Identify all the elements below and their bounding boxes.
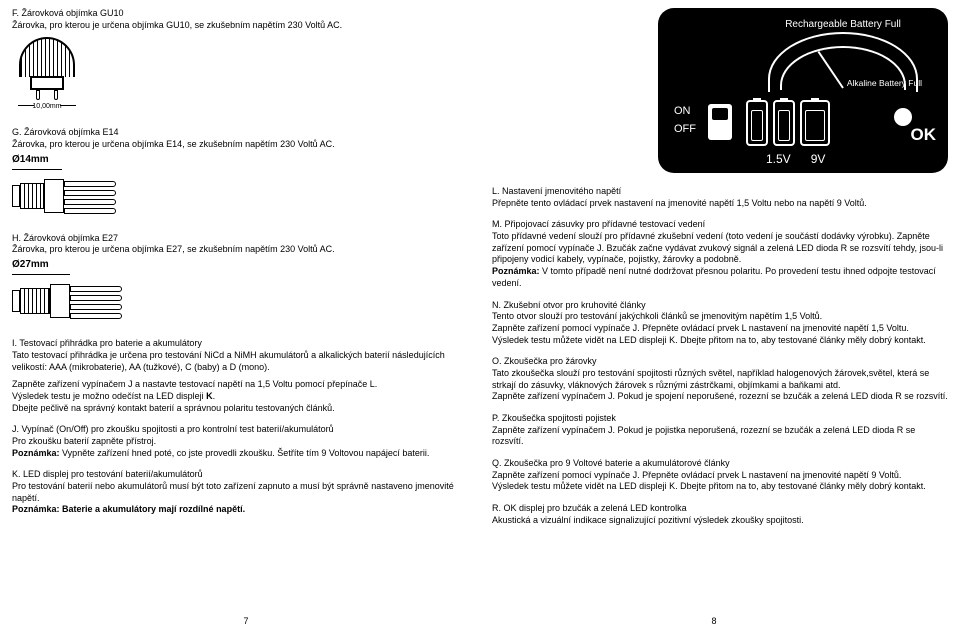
text-n-1: Tento otvor slouží pro testování jakýchk… <box>492 311 948 323</box>
text-r-1: Akustická a vizuální indikace signalizuj… <box>492 515 948 527</box>
section-p: P. Zkoušečka spojitosti pojistek Zapněte… <box>492 413 948 448</box>
section-k: K. LED displej pro testování baterií/aku… <box>12 469 468 516</box>
text-m-1: Toto přídavné vedení slouží pro přídavné… <box>492 231 948 266</box>
device-ok-label: OK <box>911 124 937 146</box>
battery-tester-device-diagram: Rechargeable Battery Full Alkaline Batte… <box>658 8 948 173</box>
gu10-bulb-diagram: 10,00mm <box>12 37 82 117</box>
e14-dimension: Ø14mm <box>12 153 468 166</box>
device-label-rechargeable: Rechargeable Battery Full <box>768 18 918 31</box>
heading-h: H. Žárovková objímka E27 <box>12 233 468 245</box>
section-l: L. Nastavení jmenovitého napětí Přepněte… <box>492 186 948 209</box>
text-o-2: Zapněte zařízení vypínačem J. Pokud je s… <box>492 391 948 403</box>
page-number-left: 7 <box>243 616 248 628</box>
text-j-note: Poznámka: Vypněte zařízení hned poté, co… <box>12 448 468 460</box>
page-7: F. Žárovková objímka GU10 Žárovka, pro k… <box>12 8 480 628</box>
section-h: H. Žárovková objímka E27 Žárovka, pro kt… <box>12 233 468 328</box>
text-q-2: Výsledek testu můžete vidět na LED displ… <box>492 481 948 493</box>
heading-p: P. Zkoušečka spojitosti pojistek <box>492 413 948 425</box>
page-number-right: 8 <box>711 616 716 628</box>
led-indicator-icon <box>894 108 912 126</box>
heading-n: N. Zkušební otvor pro kruhovité články <box>492 300 948 312</box>
text-k-note: Poznámka: Baterie a akumulátory mají roz… <box>12 504 468 516</box>
text-o-1: Tato zkoušečka slouží pro testování spoj… <box>492 368 948 391</box>
text-k-1: Pro testování baterií nebo akumulátorů m… <box>12 481 468 504</box>
power-switch-icon <box>708 104 732 140</box>
section-o: O. Zkoušečka pro žárovky Tato zkoušečka … <box>492 356 948 403</box>
text-m-note: Poznámka: V tomto případě není nutné dod… <box>492 266 948 289</box>
heading-r: R. OK displej pro bzučák a zelená LED ko… <box>492 503 948 515</box>
section-j: J. Vypínač (On/Off) pro zkoušku spojitos… <box>12 424 468 459</box>
text-i-3: Výsledek testu je možno odečíst na LED d… <box>12 391 468 403</box>
text-f: Žárovka, pro kterou je určena objímka GU… <box>12 20 468 32</box>
on-off-labels: ON OFF <box>674 100 696 141</box>
section-g: G. Žárovková objímka E14 Žárovka, pro kt… <box>12 127 468 222</box>
text-n-2: Zapněte zařízení pomocí vypínače J. Přep… <box>492 323 948 335</box>
heading-f: F. Žárovková objímka GU10 <box>12 8 468 20</box>
voltage-labels: 1.5V 9V <box>766 152 825 168</box>
text-i-4: Dbejte pečlivě na správný kontakt bateri… <box>12 403 468 415</box>
text-n-3: Výsledek testu můžete vidět na LED displ… <box>492 335 948 347</box>
heading-k: K. LED displej pro testování baterií/aku… <box>12 469 468 481</box>
text-g: Žárovka, pro kterou je určena objímka E1… <box>12 139 468 151</box>
text-j-1: Pro zkoušku baterií zapněte přístroj. <box>12 436 468 448</box>
heading-o: O. Zkoušečka pro žárovky <box>492 356 948 368</box>
text-l: Přepněte tento ovládací prvek nastavení … <box>492 198 948 210</box>
heading-i: I. Testovací přihrádka pro baterie a aku… <box>12 338 468 350</box>
heading-q: Q. Zkoušečka pro 9 Voltové baterie a aku… <box>492 458 948 470</box>
e14-bulb-diagram <box>12 169 122 223</box>
battery-bay-icon <box>746 100 830 146</box>
text-q-1: Zapněte zařízení pomocí vypínače J. Přep… <box>492 470 948 482</box>
section-i: I. Testovací přihrádka pro baterie a aku… <box>12 338 468 414</box>
text-i-1: Tato testovací přihrádka je určena pro t… <box>12 350 468 373</box>
e27-bulb-diagram <box>12 274 122 328</box>
heading-g: G. Žárovková objímka E14 <box>12 127 468 139</box>
heading-j: J. Vypínač (On/Off) pro zkoušku spojitos… <box>12 424 468 436</box>
heading-l: L. Nastavení jmenovitého napětí <box>492 186 948 198</box>
device-label-alkaline: Alkaline Battery Full <box>847 78 922 89</box>
page-8: Rechargeable Battery Full Alkaline Batte… <box>480 8 948 628</box>
section-q: Q. Zkoušečka pro 9 Voltové baterie a aku… <box>492 458 948 493</box>
e27-dimension: Ø27mm <box>12 258 468 271</box>
text-i-2: Zapněte zařízení vypínačem J a nastavte … <box>12 379 468 391</box>
section-n: N. Zkušební otvor pro kruhovité články T… <box>492 300 948 347</box>
section-r: R. OK displej pro bzučák a zelená LED ko… <box>492 503 948 526</box>
gu10-dimension: 10,00mm <box>12 102 82 111</box>
section-m: M. Připojovací zásuvky pro přídavné test… <box>492 219 948 289</box>
section-f: F. Žárovková objímka GU10 Žárovka, pro k… <box>12 8 468 117</box>
text-h: Žárovka, pro kterou je určena objímka E2… <box>12 244 468 256</box>
heading-m: M. Připojovací zásuvky pro přídavné test… <box>492 219 948 231</box>
text-p-1: Zapněte zařízení vypínačem J. Pokud je p… <box>492 425 948 448</box>
